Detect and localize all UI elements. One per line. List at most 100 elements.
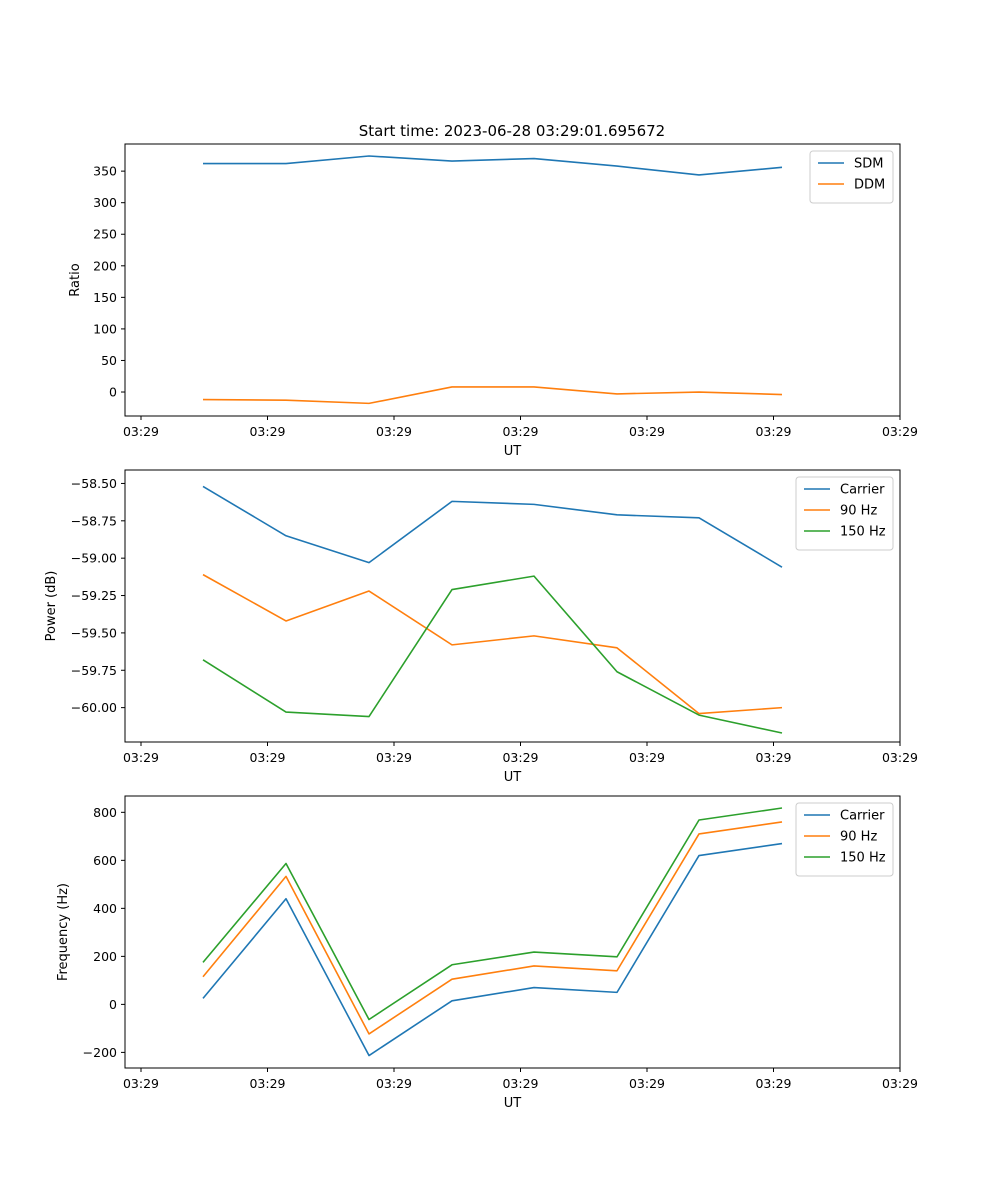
data-point — [781, 566, 783, 568]
data-point — [698, 174, 700, 176]
data-point — [616, 393, 618, 395]
legend-label: SDM — [854, 157, 883, 172]
data-point — [616, 514, 618, 516]
y-tick-label: −58.50 — [71, 476, 117, 491]
data-point — [781, 843, 783, 845]
x-tick-label: 03:29 — [376, 750, 412, 765]
y-tick-label: −60.00 — [71, 700, 117, 715]
y-tick-label: 0 — [109, 997, 117, 1012]
data-point — [202, 998, 204, 1000]
x-tick-label: 03:29 — [376, 1076, 412, 1091]
x-axis-label: UT — [504, 444, 522, 459]
x-tick-label: 03:29 — [502, 1076, 538, 1091]
x-tick-label: 03:29 — [882, 1076, 918, 1091]
y-tick-label: 0 — [109, 385, 117, 400]
x-tick-label: 03:29 — [882, 750, 918, 765]
data-point — [533, 575, 535, 577]
data-point — [285, 711, 287, 713]
x-tick-label: 03:29 — [249, 424, 285, 439]
y-axis-label: Frequency (Hz) — [56, 883, 71, 981]
data-point — [451, 1000, 453, 1002]
legend-label: 90 Hz — [840, 830, 877, 845]
data-point — [616, 647, 618, 649]
x-tick-label: 03:29 — [502, 750, 538, 765]
data-point — [451, 978, 453, 980]
x-tick-label: 03:29 — [123, 1076, 159, 1091]
legend: Carrier 90 Hz 150 Hz — [795, 802, 894, 877]
x-tick-label: 03:29 — [249, 750, 285, 765]
y-tick-label: −59.00 — [71, 551, 117, 566]
legend: SDM DDM — [809, 150, 894, 204]
data-point — [368, 716, 370, 718]
data-point — [451, 644, 453, 646]
data-point — [202, 163, 204, 165]
x-tick-label: 03:29 — [629, 750, 665, 765]
y-tick-label: −59.50 — [71, 625, 117, 640]
data-point — [698, 819, 700, 821]
figure-title: Start time: 2023-06-28 03:29:01.695672 — [359, 122, 665, 140]
data-point — [698, 391, 700, 393]
data-point — [698, 517, 700, 519]
series-line-carrier — [202, 842, 783, 1057]
series-line-ddm — [202, 386, 783, 405]
legend-label: Carrier — [840, 809, 885, 824]
legend-label: DDM — [854, 178, 885, 193]
data-point — [533, 158, 535, 160]
series-line-carrier — [202, 485, 783, 568]
data-point — [368, 1019, 370, 1021]
data-point — [451, 160, 453, 162]
data-point — [368, 155, 370, 157]
plot-frame — [124, 469, 901, 743]
y-tick-label: 600 — [93, 853, 117, 868]
x-tick-label: 03:29 — [629, 424, 665, 439]
data-point — [285, 535, 287, 537]
data-point — [202, 962, 204, 964]
data-point — [285, 163, 287, 165]
x-tick-label: 03:29 — [376, 424, 412, 439]
data-point — [368, 562, 370, 564]
data-point — [285, 620, 287, 622]
legend-label: 150 Hz — [840, 525, 886, 540]
data-point — [451, 386, 453, 388]
x-axis-label: UT — [504, 770, 522, 785]
x-tick-label: 03:29 — [882, 424, 918, 439]
data-point — [368, 1033, 370, 1035]
y-tick-label: 50 — [101, 353, 117, 368]
y-tick-label: 150 — [93, 290, 117, 305]
data-point — [533, 386, 535, 388]
y-tick-label: 200 — [93, 258, 117, 273]
legend-label: 90 Hz — [840, 504, 877, 519]
legend-box — [809, 150, 894, 204]
y-tick-label: 800 — [93, 805, 117, 820]
x-tick-label: 03:29 — [755, 750, 791, 765]
data-point — [781, 394, 783, 396]
data-point — [781, 732, 783, 734]
series-line-150-hz — [202, 807, 783, 1021]
panel-1: 03:29 03:29 03:29 03:29 03:29 03:29 03:29 UT 0 50… — [68, 143, 918, 459]
x-tick-label: 03:29 — [755, 1076, 791, 1091]
y-tick-label: 100 — [93, 321, 117, 336]
data-point — [781, 821, 783, 823]
data-point — [533, 951, 535, 953]
data-point — [781, 807, 783, 809]
legend-label: Carrier — [840, 483, 885, 498]
data-point — [616, 956, 618, 958]
data-point — [451, 589, 453, 591]
legend-label: 150 Hz — [840, 851, 886, 866]
x-tick-label: 03:29 — [123, 424, 159, 439]
data-point — [202, 399, 204, 401]
data-point — [533, 635, 535, 637]
y-tick-label: −59.75 — [71, 663, 117, 678]
panel-3: 03:29 03:29 03:29 03:29 03:29 03:29 03:29 UT −20… — [56, 795, 918, 1111]
data-point — [202, 976, 204, 978]
data-point — [698, 714, 700, 716]
x-tick-label: 03:29 — [629, 1076, 665, 1091]
series-line-90-hz — [202, 573, 783, 715]
data-point — [781, 707, 783, 709]
series-line-150-hz — [202, 575, 783, 734]
data-point — [533, 965, 535, 967]
data-point — [451, 964, 453, 966]
legend: Carrier 90 Hz 150 Hz — [795, 476, 894, 551]
plot-frame — [124, 143, 901, 417]
x-tick-label: 03:29 — [249, 1076, 285, 1091]
